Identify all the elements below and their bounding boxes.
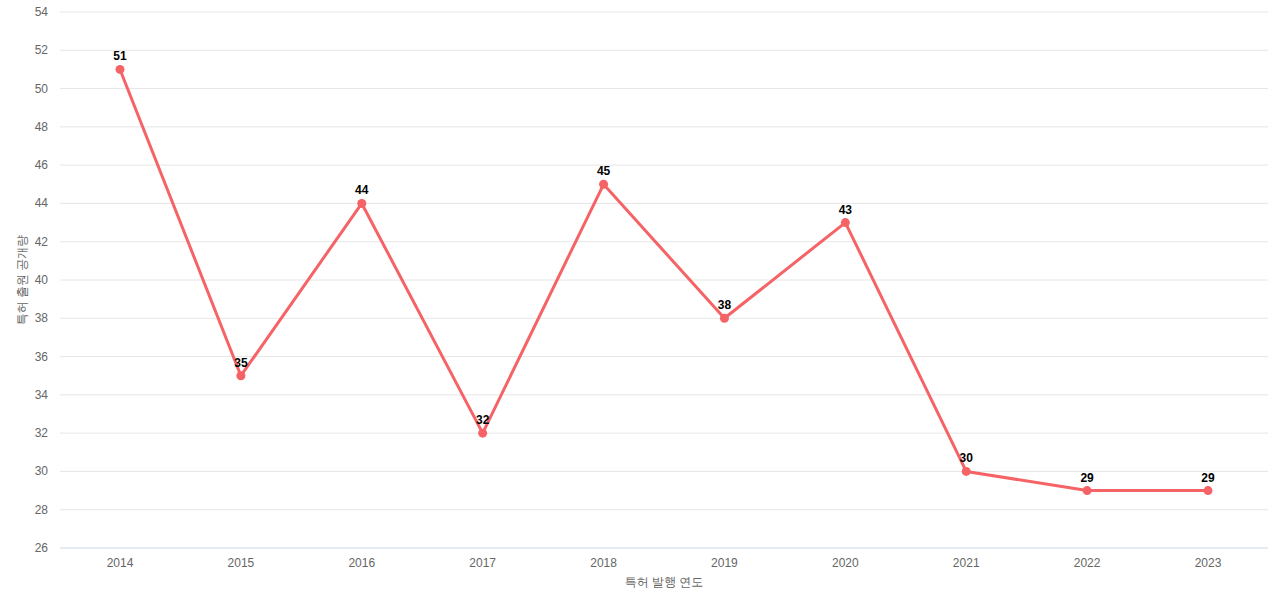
data-label: 32 bbox=[476, 413, 490, 427]
y-tick-label: 28 bbox=[35, 503, 49, 517]
data-label: 29 bbox=[1080, 471, 1094, 485]
line-chart-container: 26 28 30 32 34 36 38 40 42 44 46 48 50 52 54 2014 2015 20… bbox=[0, 0, 1280, 600]
data-point bbox=[962, 467, 971, 476]
y-tick-label: 34 bbox=[35, 388, 49, 402]
data-point bbox=[1083, 486, 1092, 495]
x-tick-label: 2019 bbox=[711, 556, 738, 570]
data-label: 43 bbox=[839, 203, 853, 217]
y-tick-label: 46 bbox=[35, 158, 49, 172]
y-axis-title: 특허 출원 공개량 bbox=[14, 180, 31, 380]
y-tick-label: 54 bbox=[35, 5, 49, 19]
data-label: 29 bbox=[1201, 471, 1215, 485]
y-tick-label: 26 bbox=[35, 541, 49, 555]
data-label: 45 bbox=[597, 164, 611, 178]
y-tick-label: 38 bbox=[35, 311, 49, 325]
x-tick-label: 2023 bbox=[1195, 556, 1222, 570]
data-point bbox=[116, 65, 125, 74]
y-tick-label: 52 bbox=[35, 43, 49, 57]
x-tick-label: 2014 bbox=[107, 556, 134, 570]
data-label: 38 bbox=[718, 298, 732, 312]
data-point bbox=[720, 314, 729, 323]
x-tick-label: 2017 bbox=[469, 556, 496, 570]
y-tick-label: 50 bbox=[35, 82, 49, 96]
data-point bbox=[1204, 486, 1213, 495]
y-tick-label: 48 bbox=[35, 120, 49, 134]
x-tick-label: 2018 bbox=[590, 556, 617, 570]
data-point bbox=[478, 429, 487, 438]
data-label: 30 bbox=[960, 451, 974, 465]
data-point bbox=[599, 180, 608, 189]
data-point bbox=[841, 218, 850, 227]
x-tick-label: 2015 bbox=[228, 556, 255, 570]
data-point bbox=[236, 371, 245, 380]
data-label: 35 bbox=[234, 356, 248, 370]
y-tick-label: 32 bbox=[35, 426, 49, 440]
y-tick-label: 40 bbox=[35, 273, 49, 287]
x-tick-label: 2022 bbox=[1074, 556, 1101, 570]
y-tick-label: 44 bbox=[35, 196, 49, 210]
data-point bbox=[357, 199, 366, 208]
y-tick-label: 42 bbox=[35, 235, 49, 249]
chart-canvas: 26 28 30 32 34 36 38 40 42 44 46 48 50 52 54 2014 2015 20… bbox=[0, 0, 1280, 600]
x-tick-label: 2021 bbox=[953, 556, 980, 570]
y-tick-label: 36 bbox=[35, 350, 49, 364]
y-tick-label: 30 bbox=[35, 464, 49, 478]
data-label: 44 bbox=[355, 183, 369, 197]
x-tick-label: 2016 bbox=[348, 556, 375, 570]
x-tick-label: 2020 bbox=[832, 556, 859, 570]
x-axis-title: 특허 발행 연도 bbox=[0, 574, 1280, 591]
data-label: 51 bbox=[113, 49, 127, 63]
